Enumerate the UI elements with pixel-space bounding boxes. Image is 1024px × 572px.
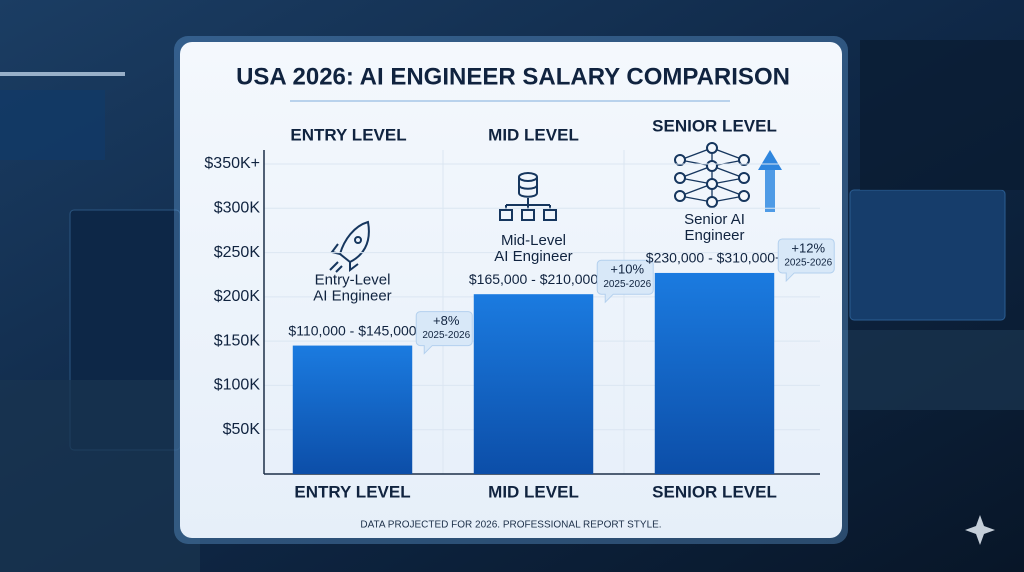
salary-range: $230,000 - $310,000+: [646, 250, 783, 266]
growth-bubble: [777, 238, 835, 283]
chart-title: USA 2026: AI ENGINEER SALARY COMPARISON: [236, 63, 790, 90]
role-label: AI Engineer: [494, 248, 572, 265]
y-tick-label: $100K: [214, 377, 261, 394]
x-tick-label: ENTRY LEVEL: [294, 482, 410, 501]
y-tick-label: $150K: [214, 332, 261, 349]
x-tick-label: SENIOR LEVEL: [652, 482, 777, 501]
role-label: Entry-Level: [315, 272, 391, 289]
y-tick-label: $50K: [223, 421, 261, 438]
bar: [473, 294, 594, 474]
role-label: Engineer: [684, 227, 744, 244]
database-icon: [499, 172, 557, 221]
footnote: DATA PROJECTED FOR 2026. PROFESSIONAL RE…: [360, 520, 661, 531]
growth-period: 2025-2026: [784, 258, 832, 269]
y-tick-label: $350K+: [204, 155, 260, 172]
bar: [654, 272, 775, 474]
growth-period: 2025-2026: [422, 330, 470, 341]
role-label: AI Engineer: [313, 288, 391, 305]
salary-range: $165,000 - $210,000: [469, 271, 598, 287]
role-label: Senior AI: [684, 211, 745, 228]
role-label: Mid-Level: [501, 232, 566, 249]
bar: [292, 345, 413, 474]
salary-range: $110,000 - $145,000: [288, 322, 416, 338]
y-tick-label: $200K: [214, 288, 261, 305]
growth-change: +8%: [433, 313, 460, 328]
growth-bubble: [415, 311, 473, 355]
y-tick-label: $250K: [214, 244, 261, 261]
growth-period: 2025-2026: [603, 279, 651, 290]
x-tick-label: MID LEVEL: [488, 482, 579, 501]
growth-bubble: [596, 259, 654, 304]
growth-change: +10%: [610, 262, 644, 277]
y-tick-label: $300K: [214, 200, 261, 217]
column-header: MID LEVEL: [488, 125, 579, 144]
rocket-icon: [329, 220, 370, 273]
growth-change: +12%: [791, 240, 825, 255]
up-arrow: [758, 150, 782, 212]
column-header: SENIOR LEVEL: [652, 116, 777, 135]
column-header: ENTRY LEVEL: [290, 125, 406, 144]
